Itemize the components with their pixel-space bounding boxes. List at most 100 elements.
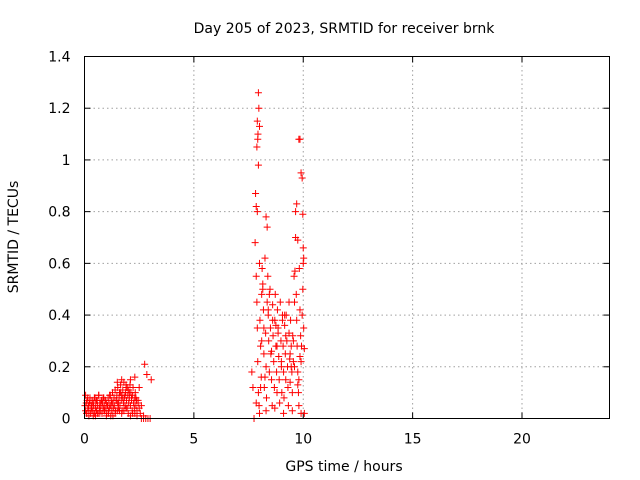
- data-point: [262, 407, 270, 415]
- data-point: [294, 368, 302, 376]
- data-point: [273, 342, 281, 350]
- data-point: [295, 376, 303, 384]
- data-point: [262, 363, 270, 371]
- data-point: [292, 290, 300, 298]
- data-point: [253, 298, 261, 306]
- data-point: [270, 358, 278, 366]
- data-point: [252, 202, 260, 210]
- data-point: [268, 347, 276, 355]
- data-point: [279, 342, 287, 350]
- data-point: [256, 259, 263, 267]
- data-point: [296, 135, 304, 143]
- data-point: [288, 368, 296, 376]
- data-point: [298, 174, 306, 182]
- data-point: [262, 329, 270, 337]
- data-point: [108, 399, 116, 407]
- data-point: [286, 378, 294, 386]
- data-point: [269, 332, 277, 340]
- data-point: [275, 352, 283, 360]
- data-point: [252, 399, 260, 407]
- data-point: [265, 337, 273, 345]
- data-point: [114, 399, 122, 407]
- data-point: [269, 316, 277, 324]
- data-point: [254, 135, 262, 143]
- x-tick-label: 15: [404, 432, 422, 448]
- data-point: [298, 311, 306, 319]
- data-point: [95, 391, 103, 399]
- data-point: [260, 350, 268, 358]
- data-point: [294, 389, 302, 397]
- data-point: [289, 332, 297, 340]
- data-point: [286, 350, 294, 358]
- data-point: [260, 324, 268, 332]
- data-point: [289, 358, 297, 366]
- axis-ticks: [84, 56, 610, 419]
- data-point: [269, 301, 277, 309]
- data-point: [254, 89, 262, 97]
- data-point: [134, 396, 142, 404]
- data-point: [147, 376, 155, 384]
- grid-lines: [84, 56, 610, 419]
- data-point: [288, 407, 296, 415]
- data-point: [117, 389, 125, 397]
- data-point: [103, 402, 111, 410]
- data-point: [118, 376, 126, 384]
- data-point: [137, 402, 145, 410]
- data-point: [297, 332, 305, 340]
- data-point: [256, 316, 264, 324]
- data-point: [270, 383, 278, 391]
- data-point: [113, 378, 121, 386]
- data-point: [97, 399, 105, 407]
- data-point: [252, 272, 260, 280]
- data-point: [265, 290, 273, 298]
- data-point: [299, 285, 307, 293]
- data-point: [141, 360, 149, 368]
- data-point: [129, 383, 137, 391]
- data-point: [285, 298, 293, 306]
- data-point: [280, 394, 288, 402]
- plot-frame: [84, 56, 610, 419]
- data-point: [253, 324, 261, 332]
- data-point: [277, 337, 285, 345]
- y-tick-label: 0.8: [48, 205, 70, 221]
- data-point: [266, 324, 274, 332]
- data-point: [284, 402, 292, 410]
- data-point: [121, 391, 129, 399]
- data-point: [253, 208, 261, 216]
- data-point: [276, 298, 284, 306]
- data-point: [299, 244, 307, 252]
- data-point: [263, 298, 271, 306]
- data-point: [88, 399, 96, 407]
- data-point: [135, 383, 143, 391]
- data-point: [295, 402, 303, 410]
- data-point: [251, 239, 259, 247]
- data-point: [297, 409, 305, 417]
- data-point: [106, 391, 114, 399]
- data-point: [266, 285, 274, 293]
- data-point: [300, 254, 308, 262]
- data-point: [292, 208, 300, 216]
- data-point: [261, 254, 269, 262]
- data-point: [254, 389, 262, 397]
- data-point: [98, 409, 106, 417]
- data-point: [258, 265, 266, 273]
- data-point: [281, 321, 289, 329]
- data-point: [261, 373, 269, 381]
- data-point: [291, 267, 299, 275]
- y-tick-label: 0.6: [48, 256, 70, 272]
- data-point: [297, 358, 305, 366]
- data-point: [124, 409, 132, 417]
- data-point: [287, 363, 295, 371]
- data-point: [297, 169, 305, 177]
- data-point: [263, 394, 270, 402]
- y-tick-label: 1.4: [48, 50, 70, 66]
- data-point: [287, 342, 295, 350]
- data-point: [284, 383, 292, 391]
- data-point: [280, 368, 288, 376]
- data-point: [111, 409, 119, 417]
- data-point: [277, 358, 285, 366]
- y-axis-label: SRMTID / TECUs: [6, 181, 22, 294]
- data-point: [289, 337, 297, 345]
- data-point: [264, 272, 272, 280]
